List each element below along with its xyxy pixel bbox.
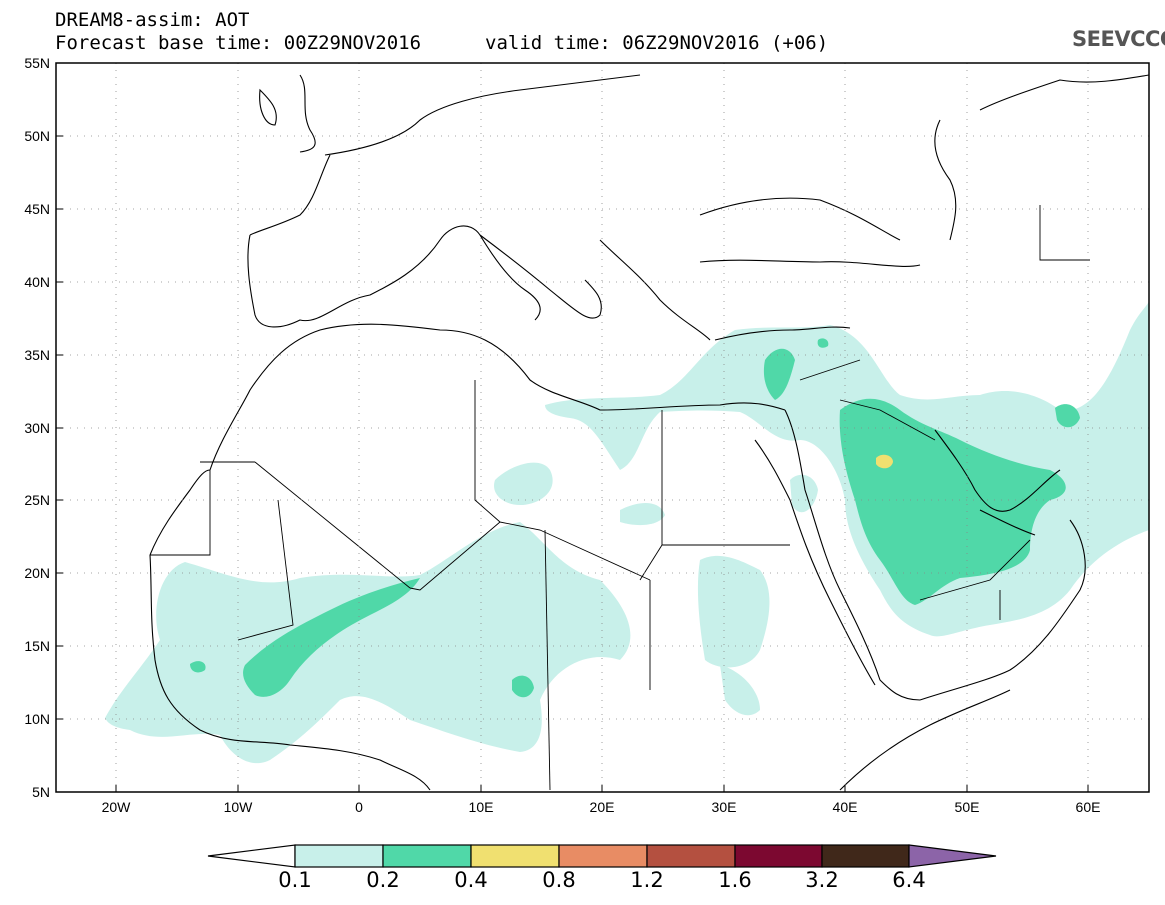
legend-swatch-0: [207, 844, 296, 868]
logo-text: SEEVCCC: [1072, 27, 1165, 51]
grid-lines: [56, 63, 1149, 792]
lon-label: 20W: [101, 799, 131, 815]
legend-swatch-6: [734, 844, 823, 868]
legend-value: 0.1: [278, 868, 312, 892]
legend-value: 0.8: [542, 868, 576, 892]
lat-label: 30N: [24, 420, 50, 436]
aot-high-area: [876, 454, 893, 469]
lon-label: 60E: [1075, 799, 1101, 815]
legend-swatch-8: [908, 844, 997, 868]
lat-label: 35N: [24, 347, 50, 363]
legend-swatch-3: [470, 844, 560, 868]
legend-value: 1.2: [630, 868, 664, 892]
map-title: DREAM8-assim: AOT: [55, 9, 250, 31]
axis-ticks: [56, 135, 1089, 792]
lat-label: 40N: [24, 274, 50, 290]
lat-label: 25N: [24, 492, 50, 508]
legend-value: 1.6: [718, 868, 752, 892]
legend-value: 0.4: [454, 868, 488, 892]
lat-label: 5N: [32, 784, 50, 800]
lat-label: 45N: [24, 201, 50, 217]
legend-colorbar: [207, 844, 997, 868]
lat-label: 50N: [24, 128, 50, 144]
valid-time: valid time: 06Z29NOV2016 (+06): [485, 32, 829, 54]
lon-label: 50E: [954, 799, 980, 815]
legend-swatch-4: [558, 844, 648, 868]
legend-swatch-7: [821, 844, 910, 868]
lat-label: 55N: [24, 55, 50, 71]
lat-label: 15N: [24, 638, 50, 654]
lat-label: 20N: [24, 565, 50, 581]
lon-label: 10W: [223, 799, 253, 815]
forecast-base-time: Forecast base time: 00Z29NOV2016: [55, 32, 422, 54]
lon-label: 40E: [832, 799, 858, 815]
lon-label: 10E: [468, 799, 494, 815]
legend-value: 3.2: [805, 868, 839, 892]
lat-label: 10N: [24, 711, 50, 727]
coastlines: [149, 74, 1149, 791]
lon-label: 30E: [711, 799, 737, 815]
legend-swatch-5: [646, 844, 736, 868]
lon-label: 20E: [589, 799, 615, 815]
lon-label: 0: [355, 799, 363, 815]
aot-mid-areas: [190, 338, 1080, 698]
legend-value: 6.4: [892, 868, 926, 892]
legend-swatch-1: [294, 844, 384, 868]
country-borders: [150, 205, 1090, 791]
legend-value: 0.2: [366, 868, 400, 892]
legend-swatch-2: [382, 844, 472, 868]
